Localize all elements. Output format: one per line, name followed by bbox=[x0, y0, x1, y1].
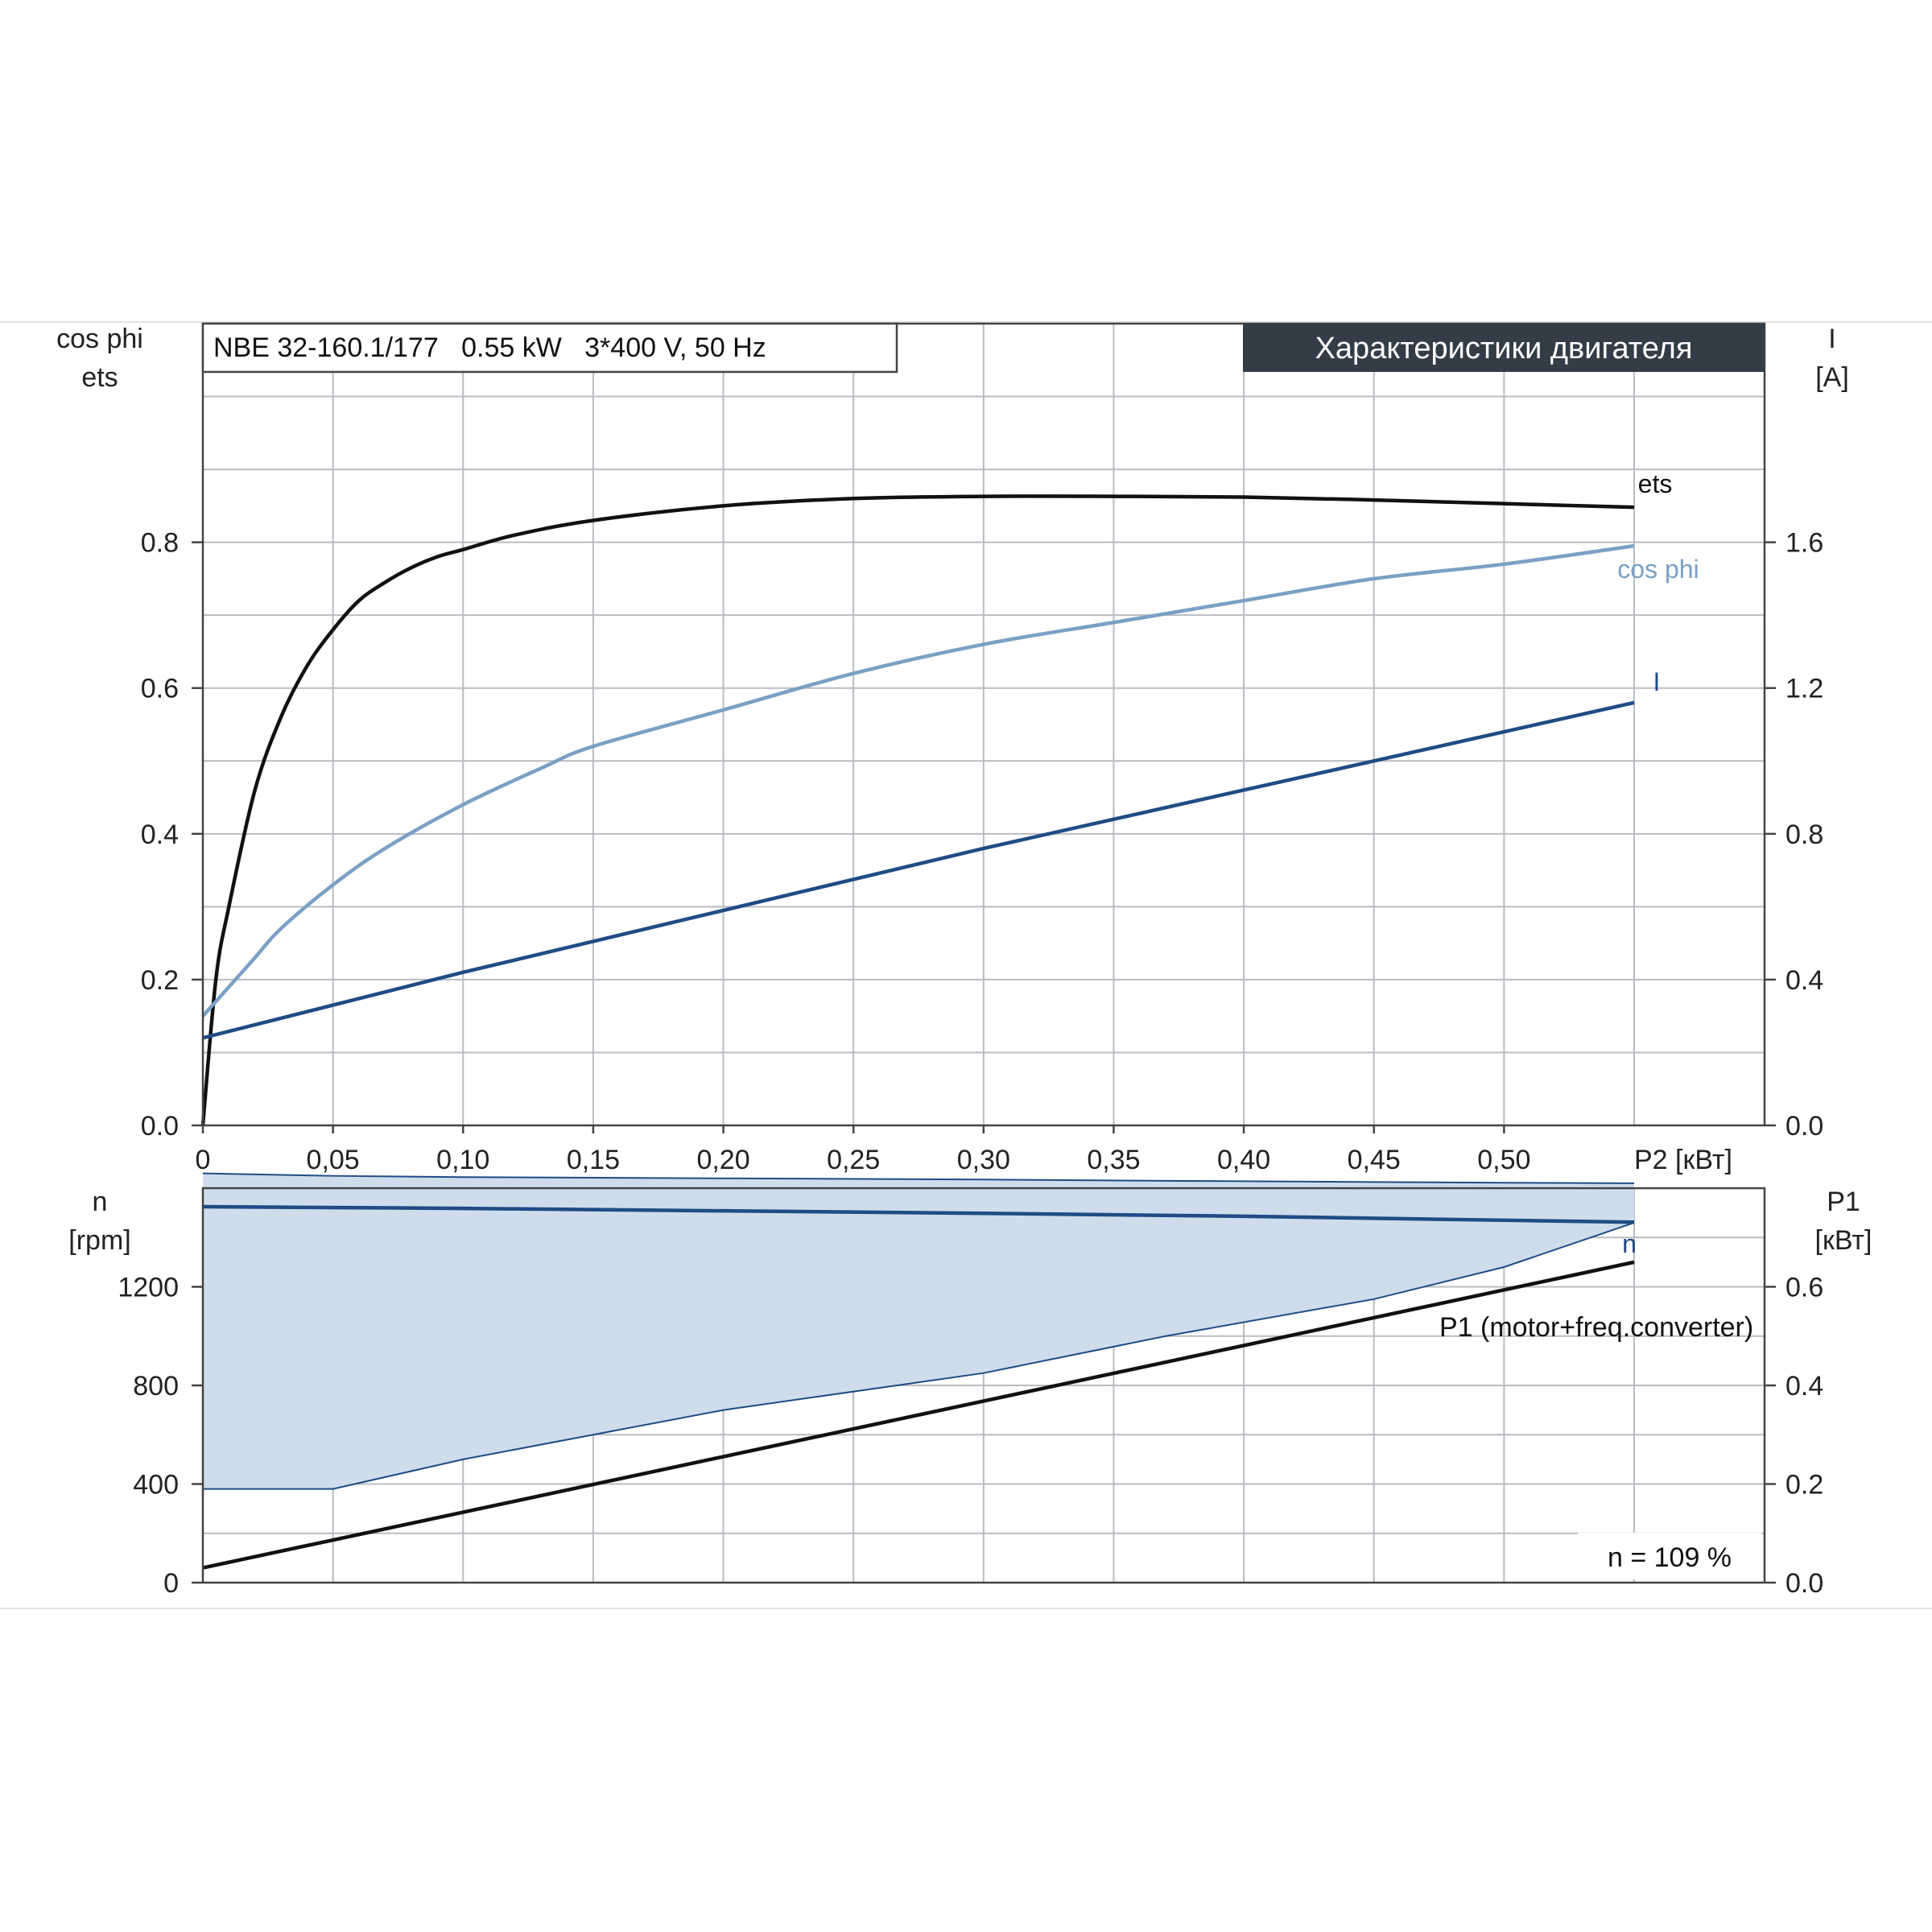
speed-range-band bbox=[203, 1173, 1634, 1489]
axis-tick-label: 0.6 bbox=[141, 674, 179, 704]
y-right-label-current: I bbox=[1828, 324, 1835, 354]
axis-tick-label: 1200 bbox=[118, 1273, 179, 1303]
y-left-label-cosphi: cos phi bbox=[56, 324, 143, 354]
current-curve bbox=[202, 700, 1635, 1040]
y-left-label-speed: n bbox=[93, 1187, 108, 1217]
y-right-label-current-unit: [A] bbox=[1815, 362, 1849, 393]
speed-note: n = 109 % bbox=[1608, 1542, 1732, 1573]
axis-tick-label: 0 bbox=[163, 1568, 179, 1599]
y-left-label-ets: ets bbox=[81, 362, 118, 393]
speed-band-lower-edge bbox=[203, 1221, 1635, 1490]
x-tick-label: 0,05 bbox=[307, 1145, 360, 1175]
axis-tick-label: 1.2 bbox=[1785, 674, 1823, 704]
x-tick-label: 0,45 bbox=[1348, 1145, 1401, 1175]
cosphi-curve bbox=[201, 543, 1635, 1018]
cosphi-series-label: cos phi bbox=[1617, 555, 1699, 584]
title-banner-text: Характеристики двигателя bbox=[1315, 332, 1693, 365]
axis-tick-label: 0.0 bbox=[1785, 1568, 1823, 1599]
axis-tick-label: 0.8 bbox=[141, 528, 179, 559]
x-tick-label: 0,35 bbox=[1087, 1145, 1140, 1175]
upper-left-axis-ticks: 0.0 0.2 0.4 0.6 0.8 bbox=[141, 528, 203, 1141]
axis-tick-label: 0.2 bbox=[141, 965, 179, 996]
y-right-label-p1-unit: [кВт] bbox=[1815, 1225, 1872, 1256]
title-banner bbox=[1243, 324, 1765, 372]
x-tick-label: 0,50 bbox=[1477, 1145, 1530, 1175]
upper-plot-grid bbox=[203, 323, 1765, 1125]
y-right-label-p1: P1 bbox=[1827, 1187, 1860, 1217]
axis-tick-label: 0.0 bbox=[141, 1111, 179, 1141]
model-box-text: NBE 32-160.1/177 0.55 kW 3*400 V, 50 Hz bbox=[213, 332, 766, 363]
axis-tick-label: 0.4 bbox=[141, 819, 179, 850]
axis-tick-label: 0.8 bbox=[1785, 819, 1823, 850]
x-tick-label: 0,25 bbox=[827, 1145, 880, 1175]
y-left-label-speed-unit: [rpm] bbox=[68, 1225, 130, 1256]
speed-curve bbox=[202, 1204, 1635, 1224]
lower-left-axis-ticks: 0 400 800 1200 bbox=[118, 1273, 203, 1599]
x-axis-label: P2 [кВт] bbox=[1634, 1145, 1732, 1175]
speed-note-box bbox=[1578, 1533, 1761, 1579]
axis-tick-label: 0.4 bbox=[1785, 965, 1823, 996]
model-box bbox=[201, 322, 898, 374]
p1-curve bbox=[202, 1260, 1635, 1570]
p1-series-label: P1 (motor+freq.converter) bbox=[1439, 1312, 1753, 1343]
speed-band-upper-edge bbox=[202, 1172, 1635, 1184]
upper-right-axis-ticks: 0.0 0.4 0.8 1.2 1.6 bbox=[1765, 528, 1823, 1141]
x-axis-ticks: 0 0,05 0,10 0,15 0,20 0,25 0,30 0,35 0,40 0,45 0,5… bbox=[196, 1125, 1530, 1175]
x-tick-label: 0,10 bbox=[436, 1145, 489, 1175]
current-series-label: I bbox=[1653, 667, 1661, 696]
ets-curve bbox=[200, 494, 1635, 1126]
ets-series-label: ets bbox=[1638, 469, 1673, 498]
x-tick-label: 0,40 bbox=[1217, 1145, 1270, 1175]
lower-right-axis-ticks: 0.0 0.2 0.4 0.6 bbox=[1765, 1273, 1823, 1599]
axis-tick-label: 1.6 bbox=[1785, 528, 1823, 559]
x-tick-label: 0,20 bbox=[696, 1145, 749, 1175]
axis-tick-label: 0.6 bbox=[1785, 1273, 1823, 1303]
axis-tick-label: 800 bbox=[133, 1371, 179, 1402]
x-tick-label: 0 bbox=[196, 1145, 211, 1175]
axis-tick-label: 0.4 bbox=[1785, 1371, 1823, 1402]
x-tick-label: 0,15 bbox=[567, 1145, 620, 1175]
speed-series-label: n bbox=[1622, 1229, 1637, 1258]
axis-tick-label: 400 bbox=[133, 1470, 179, 1501]
axis-tick-label: 0.2 bbox=[1785, 1470, 1823, 1501]
axis-tick-label: 0.0 bbox=[1785, 1111, 1823, 1141]
x-tick-label: 0,30 bbox=[957, 1145, 1010, 1175]
